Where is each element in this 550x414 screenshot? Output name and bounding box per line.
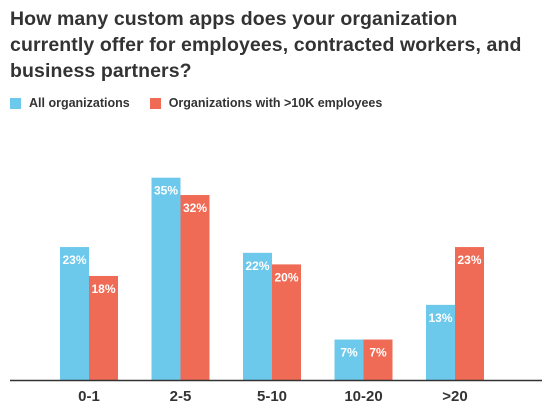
data-label-all-20: 13% [428,311,452,325]
data-label-large-2-5: 32% [183,201,207,215]
data-label-large-0-1: 18% [91,282,115,296]
legend: All organizations Organizations with >10… [10,94,402,112]
data-label-large-10-20: 7% [369,346,387,360]
bar-all-20 [426,304,455,380]
legend-label-all-organizations: All organizations [29,96,130,110]
legend-item-large-organizations: Organizations with >10K employees [149,96,383,110]
legend-swatch-large-organizations [149,97,161,109]
bar-large-20 [455,247,484,380]
bar-large-5-10 [272,264,301,380]
data-label-large-20: 23% [457,253,481,267]
bar-large-0-1 [89,275,118,380]
chart-title: How many custom apps does your organizat… [10,8,522,82]
x-tick-label-0-1: 0-1 [78,388,100,405]
x-tick-label-5-10: 5-10 [257,388,287,405]
bar-large-10-20 [363,339,393,380]
bar-all-10-20 [334,339,364,380]
bar-large-2-5 [180,195,210,380]
bar-all-0-1 [60,247,89,380]
data-label-all-0-1: 23% [62,253,86,267]
x-tick-label-2-5: 2-5 [170,388,192,405]
legend-swatch-all-organizations [10,97,21,109]
legend-label-large-organizations: Organizations with >10K employees [168,96,383,110]
data-label-all-10-20: 7% [340,346,358,360]
x-tick-label-10-20: 10-20 [344,388,382,405]
data-label-large-5-10: 20% [274,270,298,284]
bar-all-5-10 [243,252,272,380]
x-tick-label-20: >20 [442,388,467,405]
bar-all-2-5 [151,177,181,380]
data-label-all-2-5: 35% [154,184,178,198]
data-label-all-5-10: 22% [245,259,269,273]
legend-item-all-organizations: All organizations [10,96,130,110]
